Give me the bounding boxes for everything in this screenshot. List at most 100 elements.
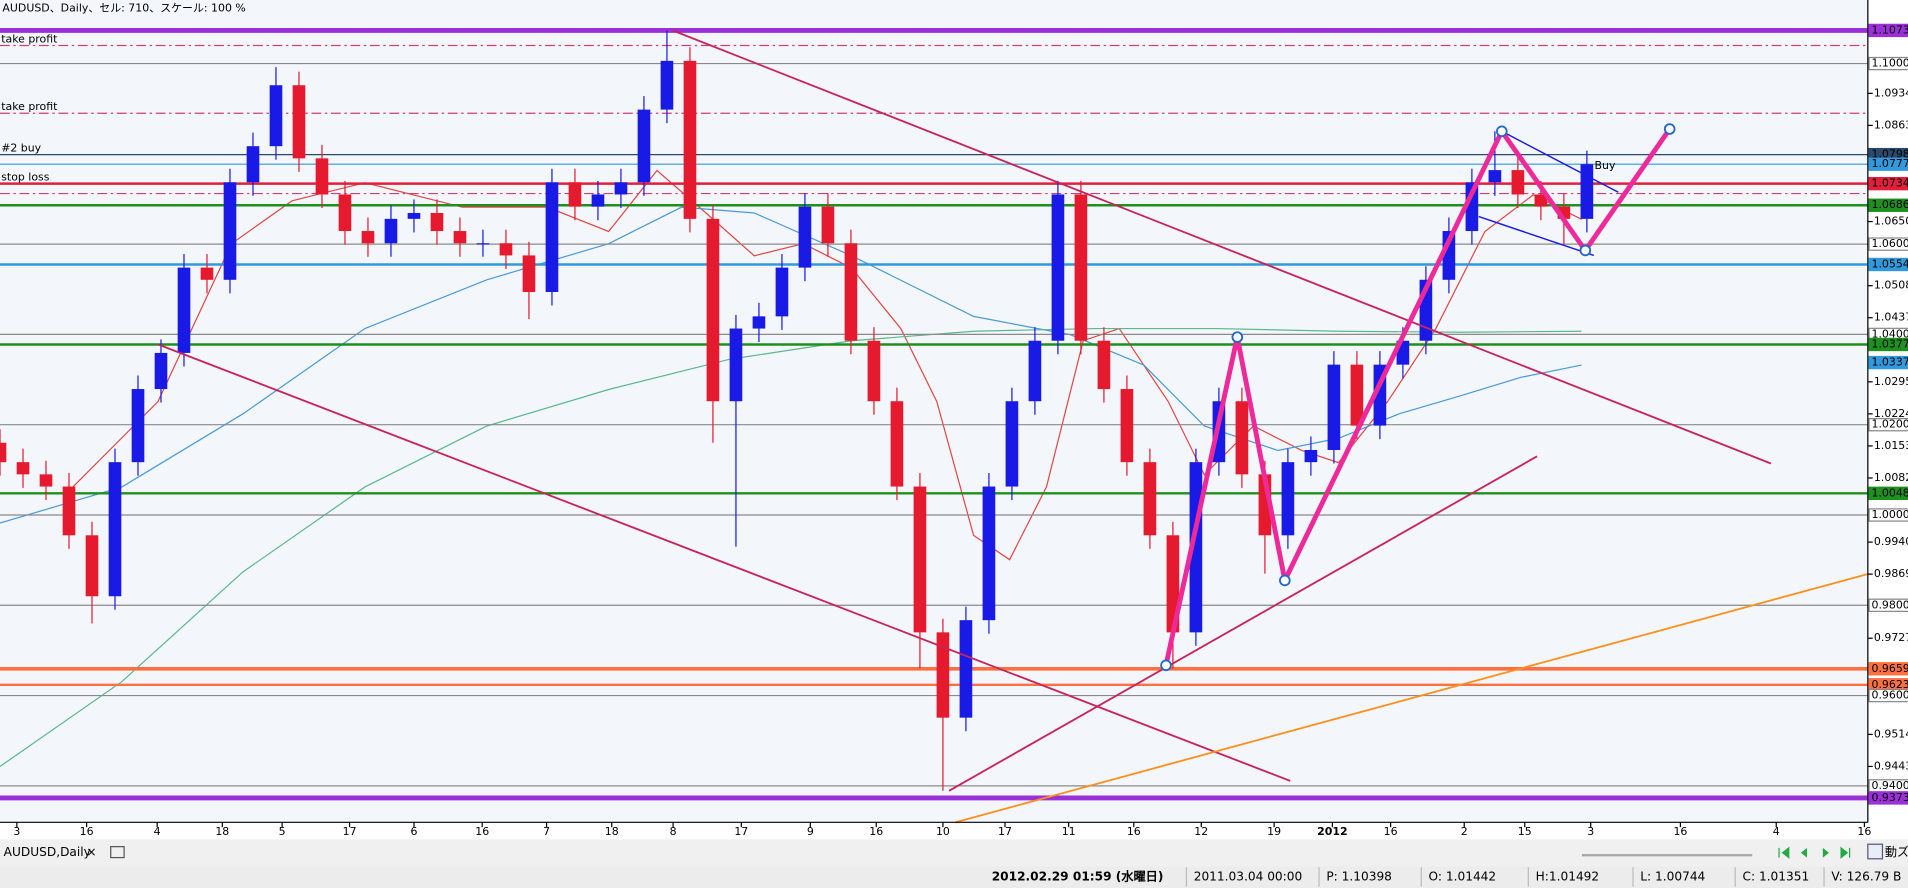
y-tick-label: 1.04370: [1874, 311, 1908, 324]
price-label-box: [1868, 337, 1908, 352]
status-text: L: 1.00744: [1640, 870, 1705, 884]
candle-body: [338, 194, 352, 232]
candle-body: [0, 442, 7, 463]
tab-close[interactable]: ×: [86, 845, 96, 859]
y-tick-label: 0.95140: [1874, 727, 1908, 740]
price-label-box: [1868, 157, 1908, 171]
price-label-box: [1868, 355, 1908, 370]
x-tick-label: 16: [1127, 825, 1141, 838]
trendline: [954, 573, 1868, 824]
x-tick-label: 19: [1267, 825, 1281, 838]
zigzag-point: [1579, 244, 1592, 257]
price-label-box: [1868, 237, 1908, 251]
status-text: 2012.02.29 01:59 (水曜日): [992, 869, 1164, 884]
price-label-box: [1868, 198, 1908, 212]
candle-body: [16, 462, 30, 475]
moving-average: [0, 327, 1582, 767]
price-label: 0.96238: [1871, 678, 1908, 691]
x-tick-label: 10: [936, 825, 950, 838]
candle-body: [1120, 389, 1134, 463]
nav-first[interactable]: [1778, 846, 1790, 859]
candle-body: [660, 60, 674, 110]
chart-title: AUDUSD、Daily、セル: 710、スケール: 100 %: [2, 2, 245, 15]
candle-body: [729, 328, 743, 402]
price-label-box: [1868, 662, 1908, 676]
candle-body: [1281, 462, 1295, 536]
candle-body: [752, 316, 766, 329]
y-tick-label: 1.00820: [1874, 471, 1908, 484]
nav-next[interactable]: [1822, 847, 1829, 858]
candle-body: [591, 194, 605, 207]
price-label: 0.94000: [1871, 779, 1908, 792]
moving-average: [0, 206, 1582, 524]
y-tick-label: 1.06500: [1874, 215, 1908, 228]
price-label: 1.10734: [1871, 23, 1908, 36]
x-tick-label: 12: [1194, 825, 1208, 838]
candle-body: [936, 632, 950, 718]
zoom-button[interactable]: 動ズー: [1885, 844, 1908, 859]
candle-body: [1074, 194, 1088, 341]
candle-body: [1534, 194, 1548, 207]
candle-body: [1488, 170, 1502, 183]
candle-body: [821, 206, 835, 244]
tab-bar: [0, 839, 1908, 867]
tab-label[interactable]: AUDUSD,Daily: [4, 845, 91, 859]
zigzag-point: [1496, 125, 1508, 138]
price-label-box: [1868, 791, 1908, 805]
candle-body: [890, 401, 904, 487]
x-tick-label: 7: [543, 825, 550, 838]
x-tick-label: 17: [734, 825, 748, 838]
x-tick-label: 9: [807, 825, 814, 838]
x-tick-label: 3: [1587, 825, 1594, 838]
price-label: 1.07340: [1871, 177, 1908, 190]
trendline: [672, 29, 1772, 465]
candle-body: [1005, 401, 1019, 487]
x-tick-label: 16: [80, 825, 94, 838]
candle-body: [913, 486, 927, 633]
tab-icon[interactable]: [110, 846, 125, 859]
y-tick-label: 0.98690: [1874, 567, 1908, 580]
x-tick-label: 15: [1518, 825, 1532, 838]
candle-body: [453, 231, 467, 244]
x-tick-label: 6: [410, 825, 417, 838]
line-name: take profit: [1, 100, 58, 113]
candle-body: [108, 462, 122, 597]
candle-body: [1580, 164, 1594, 219]
status-text: P: 1.10398: [1326, 870, 1392, 884]
price-label: 1.07771: [1871, 157, 1908, 170]
y-tick-label: 1.09340: [1874, 86, 1908, 99]
status-text: H:1.01492: [1536, 870, 1600, 884]
candle-body: [1097, 340, 1111, 390]
y-tick-label: 1.02950: [1874, 375, 1908, 388]
candle-body: [568, 182, 582, 207]
nav-last[interactable]: [1840, 846, 1851, 859]
x-tick-label: 2: [1461, 825, 1468, 838]
trendline: [157, 343, 1291, 782]
status-text: V: 126.79 B: [1831, 870, 1901, 884]
x-tick-label: 18: [215, 825, 229, 838]
candle-body: [706, 218, 720, 402]
price-label: 0.98000: [1871, 598, 1908, 611]
candle-body: [1304, 449, 1318, 463]
candle-body: [798, 206, 812, 268]
price-label: 1.02000: [1871, 418, 1908, 431]
nav-buttons[interactable]: [1778, 846, 1851, 859]
y-tick-label: 1.01530: [1874, 439, 1908, 452]
zoom-icon[interactable]: [1867, 843, 1884, 860]
y-tick-label: 0.94430: [1874, 759, 1908, 772]
price-label: 1.10000: [1871, 57, 1908, 70]
candle-body: [499, 243, 513, 256]
candle-body: [384, 218, 398, 244]
x-tick-label: 8: [670, 825, 677, 838]
zigzag: [1163, 127, 1672, 666]
candle-body: [476, 243, 490, 245]
candle-body: [1350, 364, 1364, 426]
candle-body: [545, 182, 559, 292]
price-label: 1.00000: [1871, 508, 1908, 521]
nav-prev[interactable]: [1800, 847, 1808, 858]
candle-body: [85, 535, 99, 597]
candle-body: [982, 486, 996, 621]
y-tick-label: 1.08630: [1874, 118, 1908, 131]
